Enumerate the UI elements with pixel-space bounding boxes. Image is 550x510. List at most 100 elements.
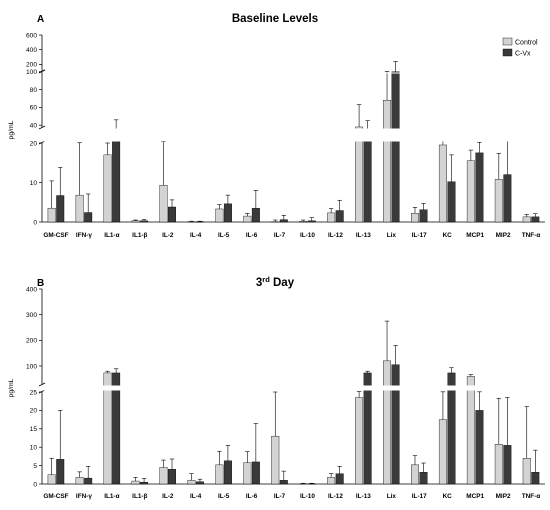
y-tick-label: 20 bbox=[30, 140, 38, 147]
category-label: IL-12 bbox=[328, 232, 343, 239]
bar-control bbox=[75, 194, 84, 223]
panel-b-title-text: Day bbox=[270, 277, 295, 289]
bar-control bbox=[271, 221, 280, 223]
y-tick-label: 200 bbox=[26, 338, 37, 345]
bar-cvx bbox=[140, 220, 149, 223]
bar-control bbox=[327, 212, 336, 223]
y-tick-label: 5 bbox=[33, 463, 37, 470]
bar-cvx bbox=[475, 410, 484, 485]
category-label: MIP2 bbox=[496, 493, 511, 500]
category-label: KC bbox=[443, 493, 453, 500]
y-tick-label: 0 bbox=[33, 481, 37, 488]
bar-cvx bbox=[251, 207, 260, 223]
bar-cvx bbox=[503, 174, 512, 223]
category-label: GM-CSF bbox=[43, 232, 68, 239]
bar-control bbox=[131, 480, 140, 485]
category-label: IL-13 bbox=[356, 493, 371, 500]
y-tick-label: 400 bbox=[26, 47, 37, 54]
y-tick-label: 60 bbox=[30, 105, 38, 112]
bar-control bbox=[75, 477, 84, 485]
category-label: GM-CSF bbox=[43, 493, 68, 500]
bar-control bbox=[411, 464, 419, 485]
bar-control bbox=[494, 444, 503, 485]
bar-control bbox=[383, 100, 392, 223]
bar-control bbox=[522, 458, 531, 485]
category-label: IL-10 bbox=[300, 493, 315, 500]
bar-control bbox=[438, 144, 447, 223]
category-label: MCP1 bbox=[466, 232, 484, 239]
bar-cvx bbox=[251, 461, 260, 485]
category-label: Lix bbox=[387, 493, 397, 500]
category-label: IL-7 bbox=[274, 232, 286, 239]
bar-cvx bbox=[56, 459, 65, 485]
bar-control bbox=[327, 477, 336, 485]
category-label: IL-5 bbox=[218, 232, 230, 239]
bar-cvx bbox=[279, 219, 288, 223]
legend-cvx-label: C-Vx bbox=[515, 51, 531, 58]
category-label: IL-17 bbox=[412, 493, 427, 500]
bar-cvx bbox=[363, 132, 372, 223]
bar-control bbox=[466, 160, 475, 223]
bar-control bbox=[243, 462, 252, 485]
bar-control bbox=[103, 154, 112, 223]
y-tick-label: 200 bbox=[26, 62, 37, 69]
category-label: IL-4 bbox=[190, 232, 202, 239]
legend-control-swatch bbox=[502, 37, 513, 46]
category-label: IL1-α bbox=[104, 232, 119, 239]
bar-control bbox=[522, 216, 531, 223]
bar-control bbox=[438, 419, 447, 485]
bar-cvx bbox=[335, 210, 344, 223]
bar-control bbox=[494, 179, 503, 223]
axis-break-mark bbox=[38, 382, 46, 387]
category-label: KC bbox=[443, 232, 453, 239]
bar-control bbox=[159, 185, 168, 223]
y-tick-label: 10 bbox=[30, 180, 38, 187]
bar-cvx bbox=[56, 195, 65, 223]
bar-cvx bbox=[419, 472, 428, 485]
bar-cvx bbox=[391, 364, 400, 485]
y-axis-label: pg/mL bbox=[8, 120, 15, 139]
legend: Control C-Vx bbox=[502, 37, 538, 58]
y-axis-label: pg/mL bbox=[8, 378, 15, 397]
bar-control bbox=[47, 474, 56, 485]
bar-control bbox=[355, 397, 364, 485]
bar-cvx bbox=[531, 472, 540, 485]
y-tick-label: 40 bbox=[30, 122, 38, 129]
category-label: IFN-γ bbox=[76, 232, 92, 239]
bar-cvx bbox=[84, 212, 93, 223]
bar-cvx bbox=[531, 216, 540, 223]
category-label: IL-7 bbox=[274, 493, 286, 500]
category-label: IL-4 bbox=[190, 493, 202, 500]
bar-control bbox=[131, 220, 140, 223]
y-tick-label: 300 bbox=[26, 312, 37, 319]
category-label: IL-6 bbox=[246, 493, 258, 500]
category-label: IL-6 bbox=[246, 232, 258, 239]
bar-control bbox=[187, 480, 196, 485]
bar-control bbox=[299, 221, 308, 223]
bar-cvx bbox=[279, 480, 288, 485]
category-label: TNF-α bbox=[522, 232, 541, 239]
panel-b-title-num: 3 bbox=[256, 277, 262, 289]
bar-cvx bbox=[223, 203, 232, 223]
category-label: TNF-α bbox=[522, 493, 541, 500]
y-tick-label: 100 bbox=[26, 69, 37, 76]
category-label: MCP1 bbox=[466, 493, 484, 500]
bar-cvx bbox=[168, 206, 176, 223]
category-label: IL1-α bbox=[104, 493, 119, 500]
bar-cvx bbox=[223, 460, 232, 485]
bar-cvx bbox=[168, 469, 176, 485]
bar-cvx bbox=[307, 483, 316, 485]
y-tick-label: 100 bbox=[26, 363, 37, 370]
bar-cvx bbox=[419, 209, 428, 223]
bar-control bbox=[411, 213, 419, 223]
bar-cvx bbox=[447, 181, 456, 223]
panel-b-title: 3rd Day bbox=[256, 275, 295, 289]
bar-control bbox=[187, 221, 196, 223]
category-label: MIP2 bbox=[496, 232, 511, 239]
bar-control bbox=[466, 376, 475, 485]
panel-b-chart: 0 5 10 15 20 25 100 200 300 400 pg/mL GM-CSF IFN-γ IL… bbox=[8, 286, 546, 500]
category-label: IL-5 bbox=[218, 493, 230, 500]
category-label: IL-2 bbox=[162, 493, 174, 500]
